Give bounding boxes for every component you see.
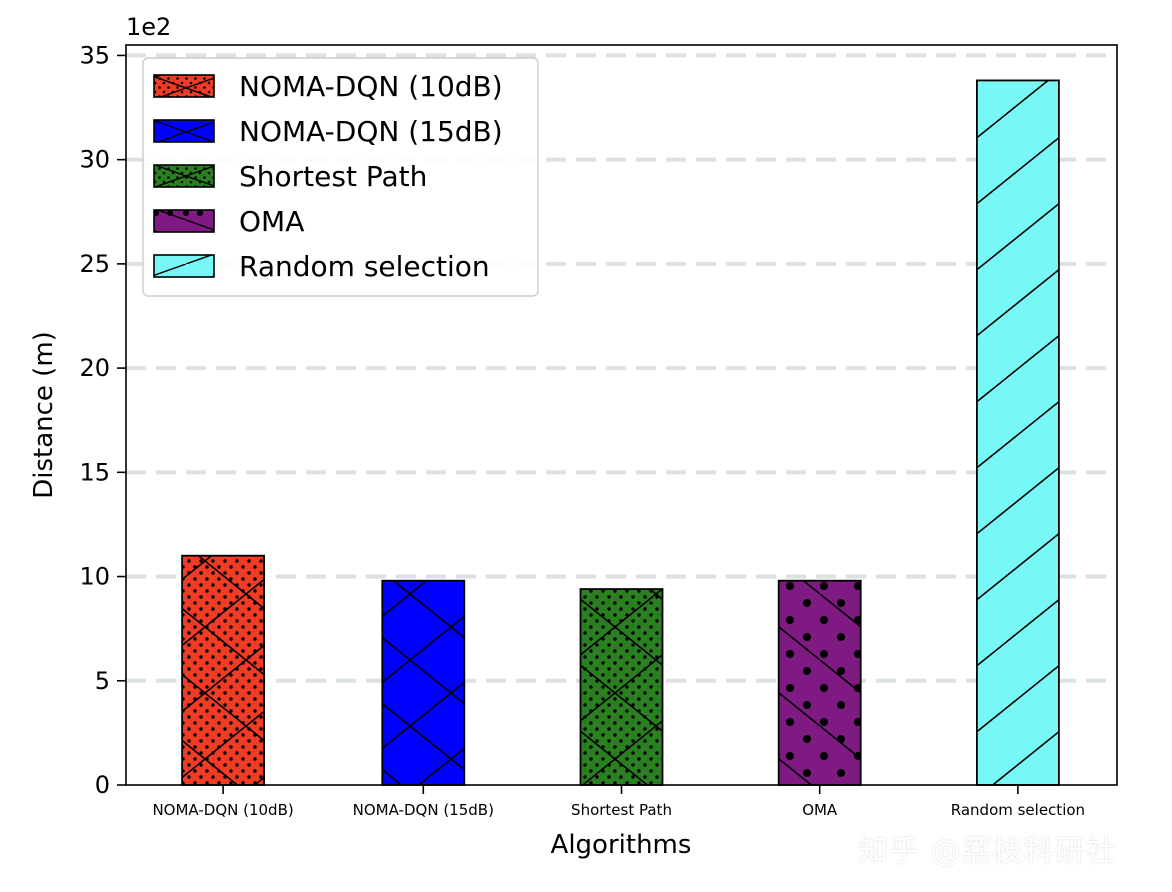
x-tick-label: NOMA-DQN (15dB) bbox=[353, 801, 494, 819]
x-tick-label: NOMA-DQN (10dB) bbox=[152, 801, 293, 819]
legend-frame bbox=[142, 57, 539, 297]
legend-swatch-outline bbox=[153, 119, 215, 143]
legend-label: NOMA-DQN (10dB) bbox=[239, 70, 503, 103]
bar-hatch bbox=[182, 555, 265, 785]
y-axis: 0 5 10 15 20 25 30 35 bbox=[79, 41, 126, 799]
watermark-text: 知乎 @荔枝科研社 bbox=[858, 834, 1117, 869]
x-tick-label: Shortest Path bbox=[571, 801, 672, 819]
legend-swatch-outline bbox=[153, 209, 215, 233]
bar bbox=[381, 579, 466, 786]
y-tick-label: 15 bbox=[79, 458, 110, 486]
legend-item: NOMA-DQN (15dB) bbox=[153, 115, 503, 148]
legend-label: OMA bbox=[239, 205, 304, 238]
legend-label: Shortest Path bbox=[239, 160, 427, 193]
legend-swatch-hatch bbox=[154, 165, 214, 187]
bars bbox=[181, 79, 1060, 786]
bar-hatch bbox=[580, 589, 663, 785]
legend-item: Random selection bbox=[153, 250, 490, 283]
y-tick-label: 10 bbox=[79, 563, 110, 591]
bar-hatch bbox=[382, 580, 465, 785]
bar-hatch bbox=[778, 580, 861, 785]
legend-swatch-outline bbox=[153, 254, 215, 278]
bar-hatch bbox=[976, 80, 1059, 785]
y-tick-label: 25 bbox=[79, 250, 110, 278]
legend-label: NOMA-DQN (15dB) bbox=[239, 115, 503, 148]
legend-item: Shortest Path bbox=[153, 160, 427, 193]
legend-swatch-hatch bbox=[154, 210, 214, 232]
y-tick-label: 0 bbox=[95, 771, 110, 799]
bar bbox=[777, 579, 862, 786]
legend: NOMA-DQN (10dB) NOMA-DQN (15dB) Shortest P… bbox=[142, 57, 539, 297]
legend-swatch-hatch bbox=[154, 120, 214, 142]
bar bbox=[181, 554, 266, 786]
x-axis-label: Algorithms bbox=[551, 830, 692, 860]
y-tick-label: 5 bbox=[95, 667, 110, 695]
legend-swatch-outline bbox=[153, 74, 215, 98]
x-tick-label: Random selection bbox=[951, 801, 1085, 819]
legend-swatch-hatch bbox=[154, 255, 214, 277]
bar bbox=[579, 588, 664, 786]
bar bbox=[976, 79, 1060, 786]
axis-scale-label: 1e2 bbox=[126, 13, 171, 41]
legend-label: Random selection bbox=[239, 250, 490, 283]
x-axis: NOMA-DQN (10dB) NOMA-DQN (15dB) Shortest P… bbox=[152, 785, 1085, 819]
legend-item: OMA bbox=[153, 205, 304, 238]
y-tick-label: 30 bbox=[79, 146, 110, 174]
x-tick-label: OMA bbox=[802, 801, 838, 819]
y-tick-label: 20 bbox=[79, 354, 110, 382]
y-tick-label: 35 bbox=[79, 41, 110, 69]
legend-item: NOMA-DQN (10dB) bbox=[153, 70, 503, 103]
y-axis-label: Distance (m) bbox=[29, 331, 59, 499]
legend-swatch-hatch bbox=[154, 75, 214, 97]
legend-swatch-outline bbox=[153, 164, 215, 188]
